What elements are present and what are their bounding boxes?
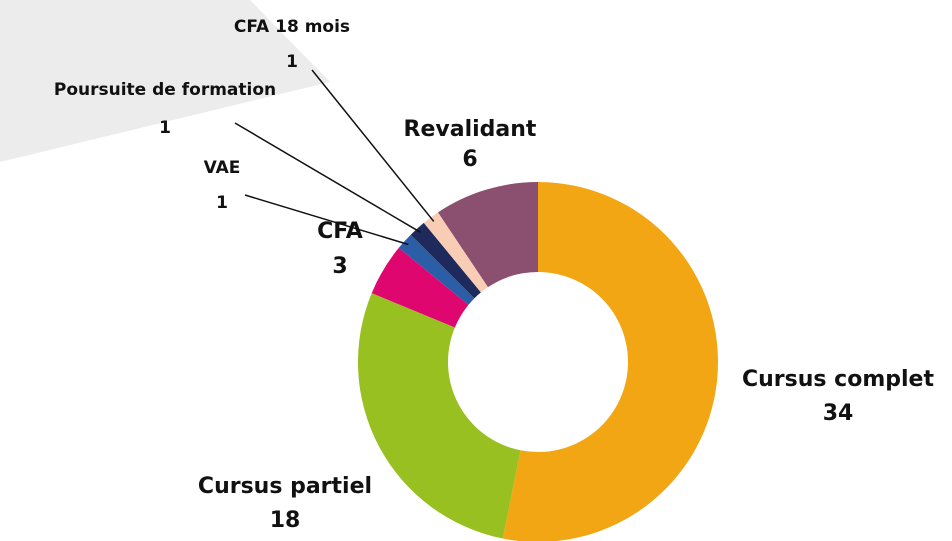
donut	[357, 182, 718, 541]
slice	[410, 222, 481, 299]
slice	[437, 182, 538, 288]
slice	[502, 182, 718, 541]
slice-value: 1	[159, 118, 171, 138]
slice-label: VAE	[204, 158, 241, 178]
leader-line	[244, 194, 409, 246]
slice-label: Poursuite de formation	[54, 80, 276, 100]
slice-value: 34	[823, 401, 854, 426]
leader-line	[311, 69, 435, 222]
slice-value: 1	[286, 52, 298, 72]
slice-value: 6	[462, 147, 477, 172]
leader-line	[234, 122, 421, 233]
slice-value: 1	[216, 193, 228, 213]
slice	[398, 234, 475, 305]
slice-label: Cursus complet	[742, 367, 934, 392]
background-shape	[0, 0, 330, 162]
slice	[357, 293, 521, 539]
labels: Cursus complet 34 Cursus partiel 18 CFA 3 VAE 1…	[54, 17, 935, 533]
slice	[423, 212, 488, 293]
slice	[371, 247, 469, 328]
slice-label: CFA	[317, 219, 363, 244]
slice-value: 18	[270, 508, 301, 533]
slice-label: CFA 18 mois	[234, 17, 350, 37]
slice-value: 3	[332, 254, 347, 279]
slice-label: Revalidant	[404, 117, 537, 142]
slice-label: Cursus partiel	[198, 474, 372, 499]
